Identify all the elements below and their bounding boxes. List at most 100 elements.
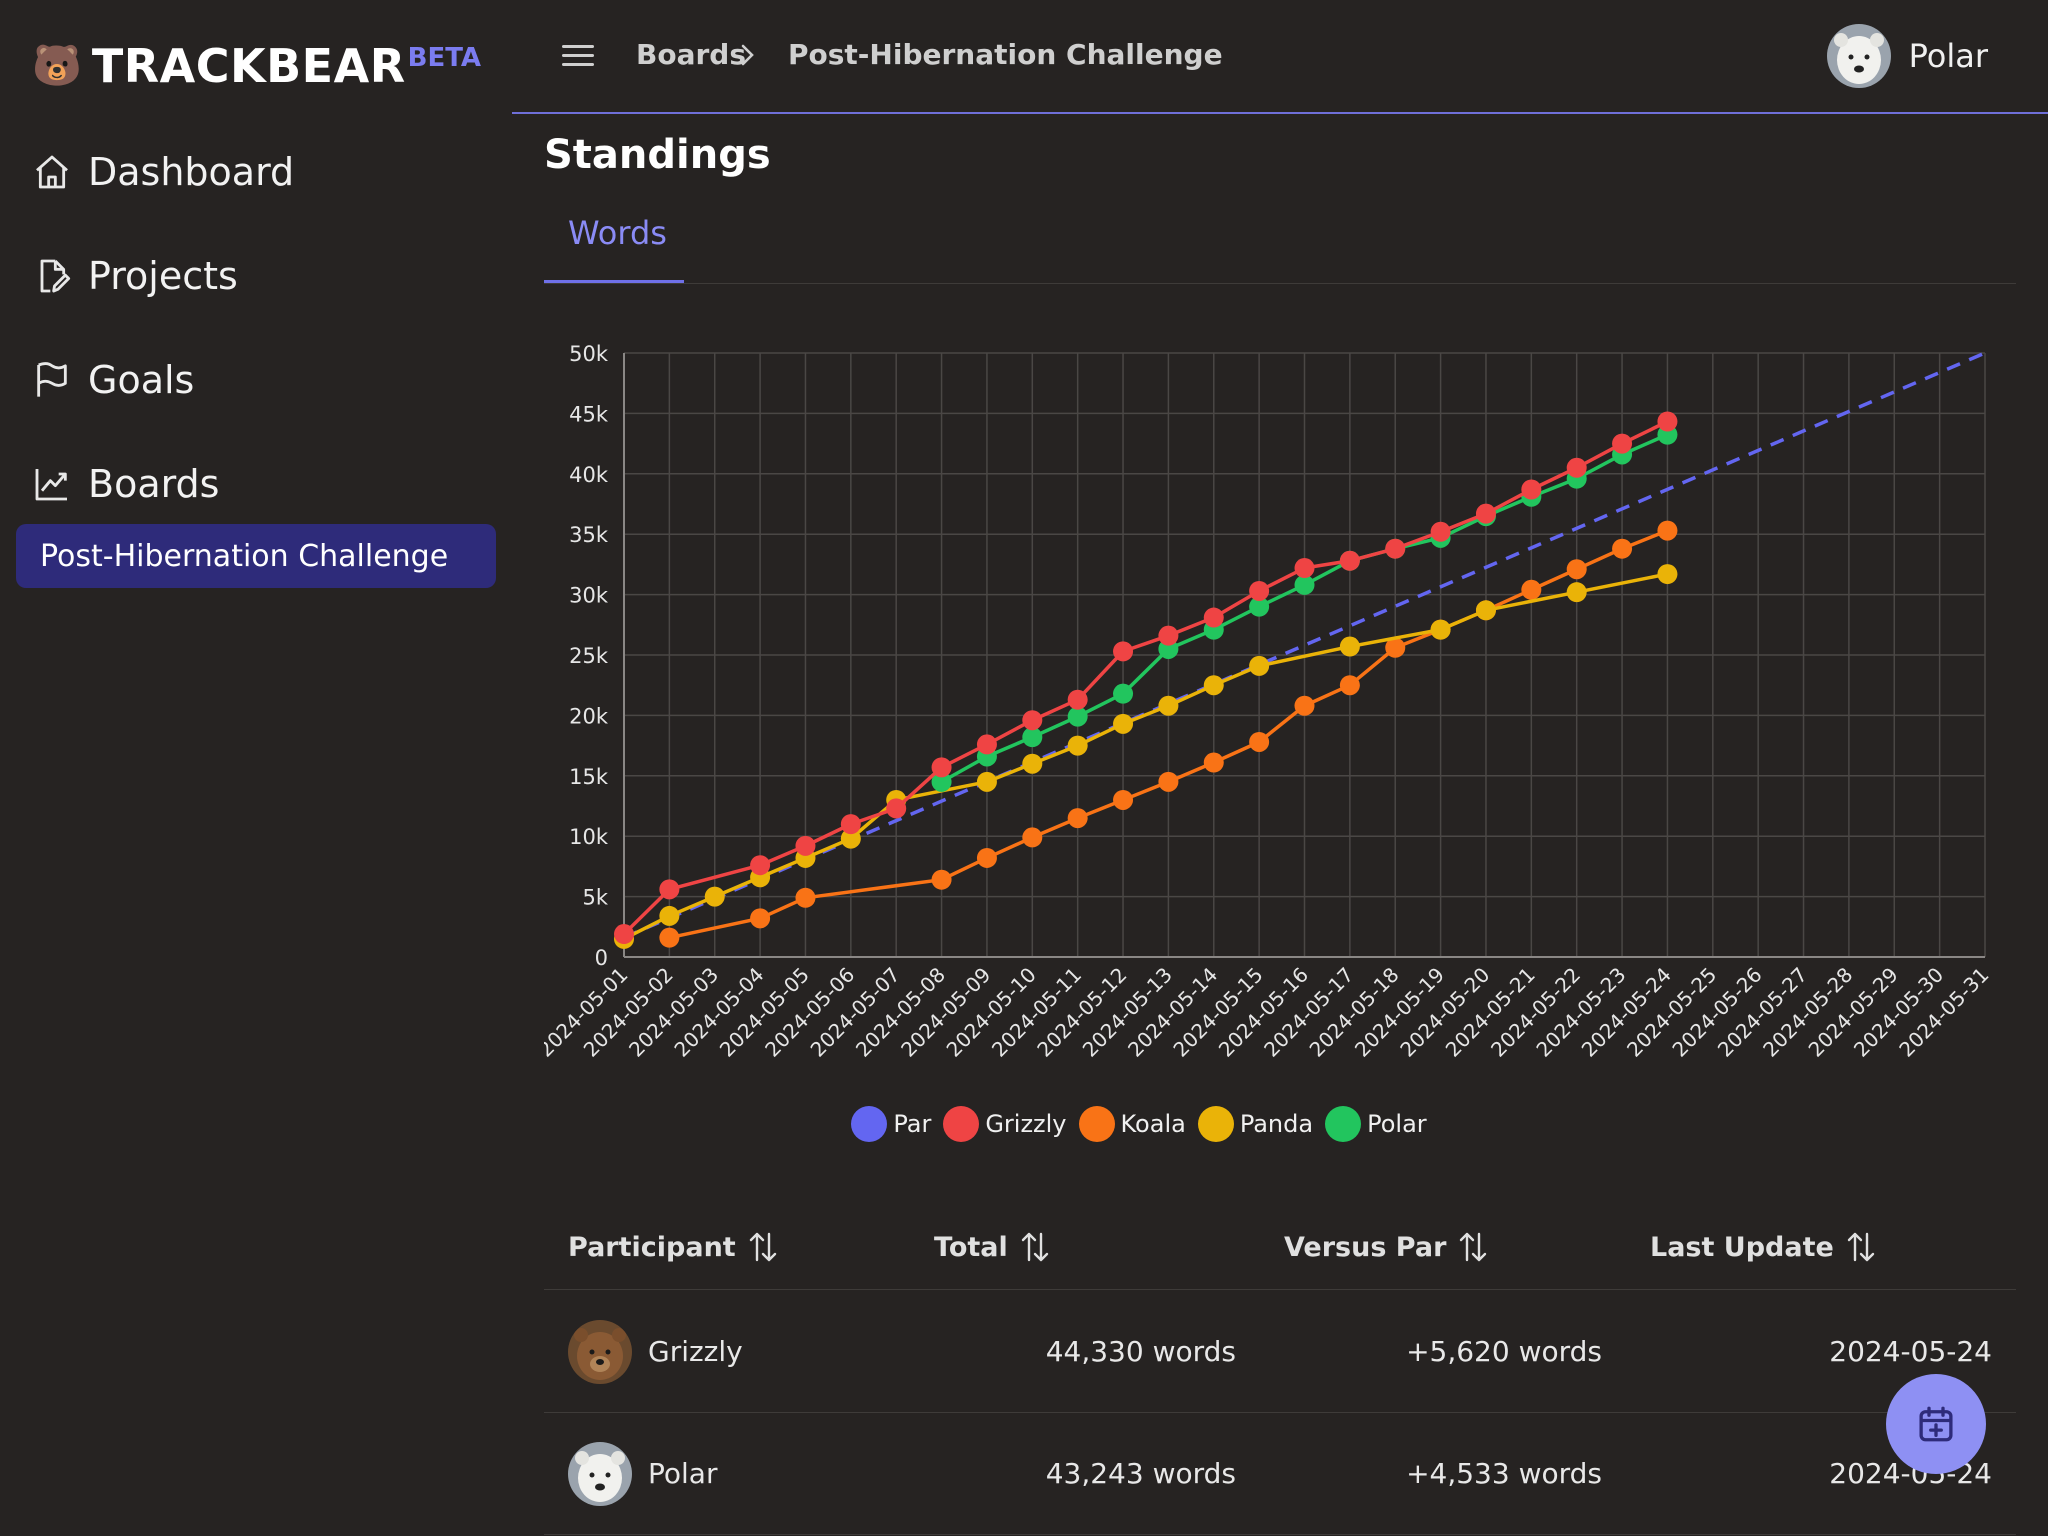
sort-last-update-header[interactable]: Last Update <box>1650 1230 1876 1264</box>
table-header: Participant Total Versus Par Last Update <box>544 1210 2016 1290</box>
data-point-grizzly <box>1385 538 1406 559</box>
column-header-label: Participant <box>568 1231 736 1263</box>
sort-icon <box>749 1232 776 1262</box>
flag-icon <box>37 362 67 397</box>
sort-total-header[interactable]: Total <box>934 1230 1050 1264</box>
data-point-panda <box>1113 713 1134 734</box>
legend-swatch <box>1197 1106 1234 1142</box>
data-point-grizzly <box>1339 550 1360 571</box>
data-point-panda <box>976 771 997 792</box>
sort-versus-par-header[interactable]: Versus Par <box>1284 1230 1488 1264</box>
data-point-grizzly <box>1113 641 1134 662</box>
data-point-koala <box>659 927 680 948</box>
data-point-koala <box>1566 559 1587 580</box>
data-point-grizzly <box>886 798 907 819</box>
sidebar-item-goals[interactable]: Goals <box>32 350 194 410</box>
user-menu[interactable]: Polar <box>1826 24 1988 88</box>
data-point-panda <box>1022 753 1043 774</box>
page-title: Standings <box>544 132 771 178</box>
data-point-grizzly <box>1294 558 1315 579</box>
y-tick-label: 25k <box>569 644 609 668</box>
y-tick-label: 15k <box>569 765 609 789</box>
legend-item-panda[interactable]: Panda <box>1197 1106 1314 1142</box>
sort-participant-header[interactable]: Participant <box>568 1230 778 1264</box>
legend-item-par[interactable]: Par <box>851 1106 931 1142</box>
data-point-polar <box>931 771 952 792</box>
data-point-grizzly <box>840 814 861 835</box>
breadcrumb-current: Post-Hibernation Challenge <box>788 38 1223 71</box>
legend-swatch <box>1078 1106 1115 1142</box>
chart-legend: Par Grizzly Koala Panda Polar <box>0 1106 2048 1142</box>
data-point-koala <box>1612 538 1633 559</box>
column-header-label: Last Update <box>1650 1231 1834 1263</box>
data-point-grizzly <box>976 734 997 755</box>
sidebar-item-label: Projects <box>88 254 238 298</box>
brand-logo[interactable]: 🐻 TRACKBEAR BETA <box>32 36 481 96</box>
legend-item-polar[interactable]: Polar <box>1325 1106 1427 1142</box>
y-tick-label: 10k <box>569 825 609 849</box>
y-tick-label: 30k <box>569 584 609 608</box>
data-point-panda <box>1657 564 1678 585</box>
sort-icon <box>1847 1232 1875 1262</box>
tab-words[interactable]: Words <box>568 214 667 252</box>
sidebar: 🐻 TRACKBEAR BETA Dashboard Projects Goal… <box>0 0 512 1536</box>
legend-item-koala[interactable]: Koala <box>1078 1106 1186 1142</box>
tab-active-indicator <box>544 280 684 284</box>
legend-swatch <box>943 1106 980 1142</box>
data-point-grizzly <box>1203 607 1224 628</box>
sidebar-item-boards[interactable]: Boards <box>32 454 219 514</box>
brand-name: TRACKBEAR <box>91 39 406 93</box>
top-bar: Boards Post-Hibernation Challenge Polar <box>512 0 2048 114</box>
data-point-koala <box>1022 827 1043 848</box>
avatar <box>568 1442 632 1506</box>
data-point-panda <box>1339 636 1360 657</box>
data-point-panda <box>1249 655 1270 676</box>
data-point-polar <box>1249 596 1270 617</box>
data-point-koala <box>1203 752 1224 773</box>
series-line-grizzly <box>622 419 1669 936</box>
data-point-grizzly <box>1022 710 1043 731</box>
user-name: Polar <box>1908 37 1988 75</box>
data-point-grizzly <box>614 924 634 945</box>
legend-label: Polar <box>1367 1110 1427 1138</box>
data-point-koala <box>1113 789 1134 810</box>
calendar-plus-icon <box>1919 1406 1953 1442</box>
standings-chart: 05k10k15k20k25k30k35k40k45k50k2024-05-01… <box>544 342 1993 1062</box>
participant-name: Polar <box>648 1457 718 1490</box>
chart-line-icon <box>35 469 67 501</box>
last-update-cell: 2024-05-24 <box>1829 1335 1992 1368</box>
y-tick-label: 0 <box>595 946 608 970</box>
data-point-koala <box>931 869 952 890</box>
home-icon <box>36 155 68 189</box>
data-point-panda <box>1203 675 1224 696</box>
sidebar-item-projects[interactable]: Projects <box>32 246 238 306</box>
data-point-grizzly <box>1158 625 1179 646</box>
legend-label: Panda <box>1239 1110 1314 1138</box>
sidebar-sub-item-label: Post-Hibernation Challenge <box>40 538 449 574</box>
data-point-koala <box>1657 520 1678 541</box>
data-point-panda <box>1430 619 1451 640</box>
legend-swatch <box>1325 1106 1362 1142</box>
add-tally-button[interactable] <box>1886 1374 1986 1474</box>
data-point-grizzly <box>1430 521 1451 542</box>
data-point-panda <box>1475 600 1496 621</box>
total-cell: 43,243 words <box>1045 1457 1236 1490</box>
table-row[interactable]: Polar 43,243 words +4,533 words 2024-05-… <box>544 1413 2016 1535</box>
sidebar-item-post-hibernation-challenge[interactable]: Post-Hibernation Challenge <box>16 524 496 588</box>
breadcrumb-boards[interactable]: Boards <box>636 38 746 71</box>
data-point-koala <box>1158 771 1179 792</box>
legend-item-grizzly[interactable]: Grizzly <box>943 1106 1067 1142</box>
data-point-panda <box>840 828 861 849</box>
menu-icon[interactable] <box>560 40 596 74</box>
table-row[interactable]: Grizzly 44,330 words +5,620 words 2024-0… <box>544 1291 2016 1413</box>
data-point-koala <box>750 908 771 929</box>
sidebar-item-dashboard[interactable]: Dashboard <box>32 142 294 202</box>
sidebar-item-label: Dashboard <box>88 150 295 194</box>
data-point-grizzly <box>1612 433 1633 454</box>
data-point-panda <box>1067 735 1088 756</box>
beta-badge: BETA <box>407 43 482 73</box>
tab-divider <box>544 283 2016 284</box>
data-point-polar <box>1294 574 1315 595</box>
data-point-polar <box>1113 683 1134 704</box>
series-line-panda <box>623 572 1668 941</box>
